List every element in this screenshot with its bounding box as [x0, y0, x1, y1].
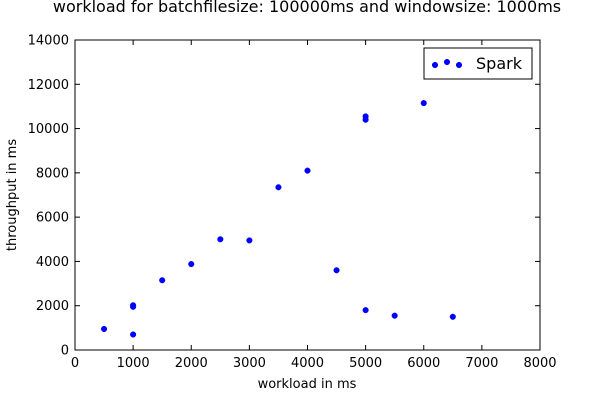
- data-point: [391, 312, 398, 319]
- data-point: [362, 307, 369, 314]
- y-tick-label: 14000: [28, 34, 69, 49]
- legend-frame: [423, 47, 533, 80]
- x-tick-label: 8000: [523, 356, 556, 371]
- x-tick-label: 5000: [349, 356, 382, 371]
- data-point: [275, 184, 282, 191]
- x-tick-label: 7000: [465, 356, 498, 371]
- y-axis-label: throughput in ms: [5, 139, 20, 251]
- data-point: [333, 267, 340, 274]
- y-tick-label: 4000: [36, 255, 69, 270]
- y-tick-label: 12000: [28, 78, 69, 93]
- legend-marker: [431, 61, 439, 69]
- y-tick-label: 2000: [36, 299, 69, 314]
- data-point: [101, 325, 108, 333]
- plot-area: 0 1000 2000 3000 4000 5000 6000 7000 8000 0 2000 40…: [28, 34, 557, 372]
- x-tick-label: 2000: [175, 356, 208, 371]
- axes-frame: [74, 39, 541, 351]
- x-tick-label: 0: [71, 356, 79, 371]
- data-point: [159, 277, 166, 284]
- legend-marker: [443, 58, 451, 66]
- data-point: [449, 313, 456, 320]
- x-tick-label: 3000: [233, 356, 266, 371]
- data-point: [130, 331, 137, 338]
- data-point: [188, 261, 195, 268]
- data-point: [246, 237, 253, 244]
- data-point: [420, 100, 427, 107]
- x-tick-label: 1000: [117, 356, 150, 371]
- y-tick-label: 0: [61, 344, 69, 359]
- y-tick-label: 6000: [36, 211, 69, 226]
- chart-title: workload for batchfilesize: 100000ms and…: [53, 0, 561, 16]
- data-point: [362, 113, 369, 120]
- y-tick-label: 10000: [28, 122, 69, 137]
- x-tick-label: 6000: [407, 356, 440, 371]
- y-tick-label: 8000: [36, 166, 69, 181]
- legend-marker-group: [431, 58, 463, 69]
- legend-label-spark: Spark: [476, 54, 523, 73]
- legend: Spark: [423, 47, 533, 80]
- x-tick-label: 4000: [291, 356, 324, 371]
- data-point: [130, 302, 137, 309]
- data-point: [304, 167, 311, 174]
- x-axis-label: workload in ms: [258, 377, 357, 392]
- legend-marker: [455, 61, 463, 69]
- data-point: [217, 236, 224, 243]
